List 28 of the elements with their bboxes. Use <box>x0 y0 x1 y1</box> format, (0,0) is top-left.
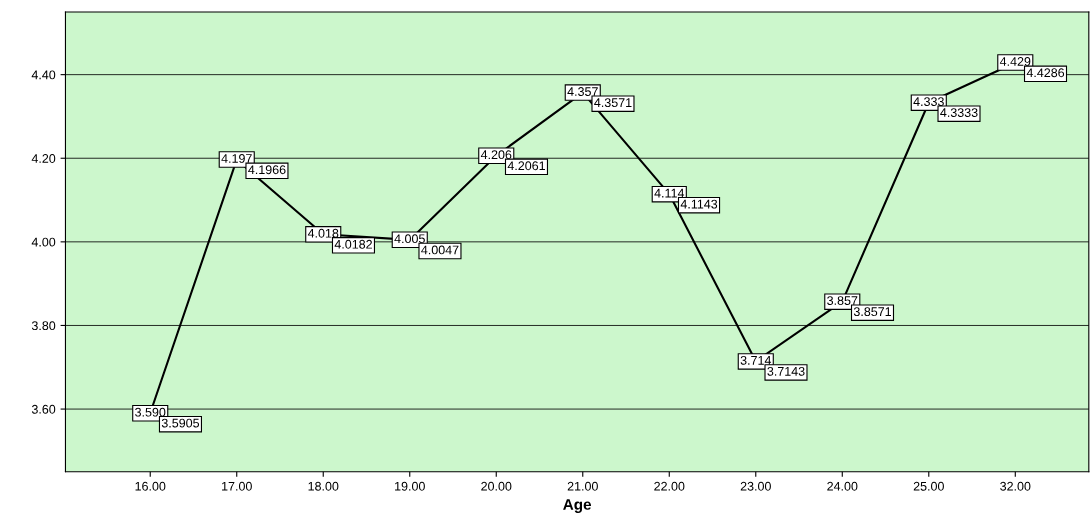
data-label: 4.3571 <box>594 98 632 108</box>
x-tick-label: 17.00 <box>222 481 252 491</box>
y-tick-label: 4.40 <box>31 70 56 80</box>
data-label: 4.1966 <box>248 165 286 175</box>
x-tick-label: 20.00 <box>481 481 512 491</box>
data-label: 4.0182 <box>334 239 372 249</box>
x-tick-label: 21.00 <box>567 481 598 491</box>
x-tick-label: 16.00 <box>135 481 166 491</box>
y-tick-label: 3.80 <box>31 321 56 331</box>
y-tick-label: 4.00 <box>31 237 56 247</box>
y-tick-label: 3.60 <box>31 404 56 414</box>
data-label: 4.2061 <box>507 161 545 171</box>
x-axis-title: Age <box>563 499 592 513</box>
x-tick-label: 32.00 <box>1000 481 1031 491</box>
x-tick-label: 18.00 <box>308 481 339 491</box>
x-tick-label: 22.00 <box>654 481 685 491</box>
data-label: 3.8571 <box>853 307 892 317</box>
x-tick-label: 24.00 <box>827 481 858 491</box>
data-label: 4.3333 <box>940 108 978 117</box>
x-tick-label: 25.00 <box>913 481 944 491</box>
x-tick-label: 23.00 <box>740 481 771 491</box>
data-label: 4.4286 <box>1026 68 1065 78</box>
data-label: 3.7143 <box>767 366 805 376</box>
data-label: 4.0047 <box>421 245 459 255</box>
data-label: 3.5905 <box>161 418 200 428</box>
data-label: 4.1143 <box>680 199 718 209</box>
y-tick-label: 4.20 <box>31 154 56 163</box>
x-tick-label: 19.00 <box>395 481 425 491</box>
